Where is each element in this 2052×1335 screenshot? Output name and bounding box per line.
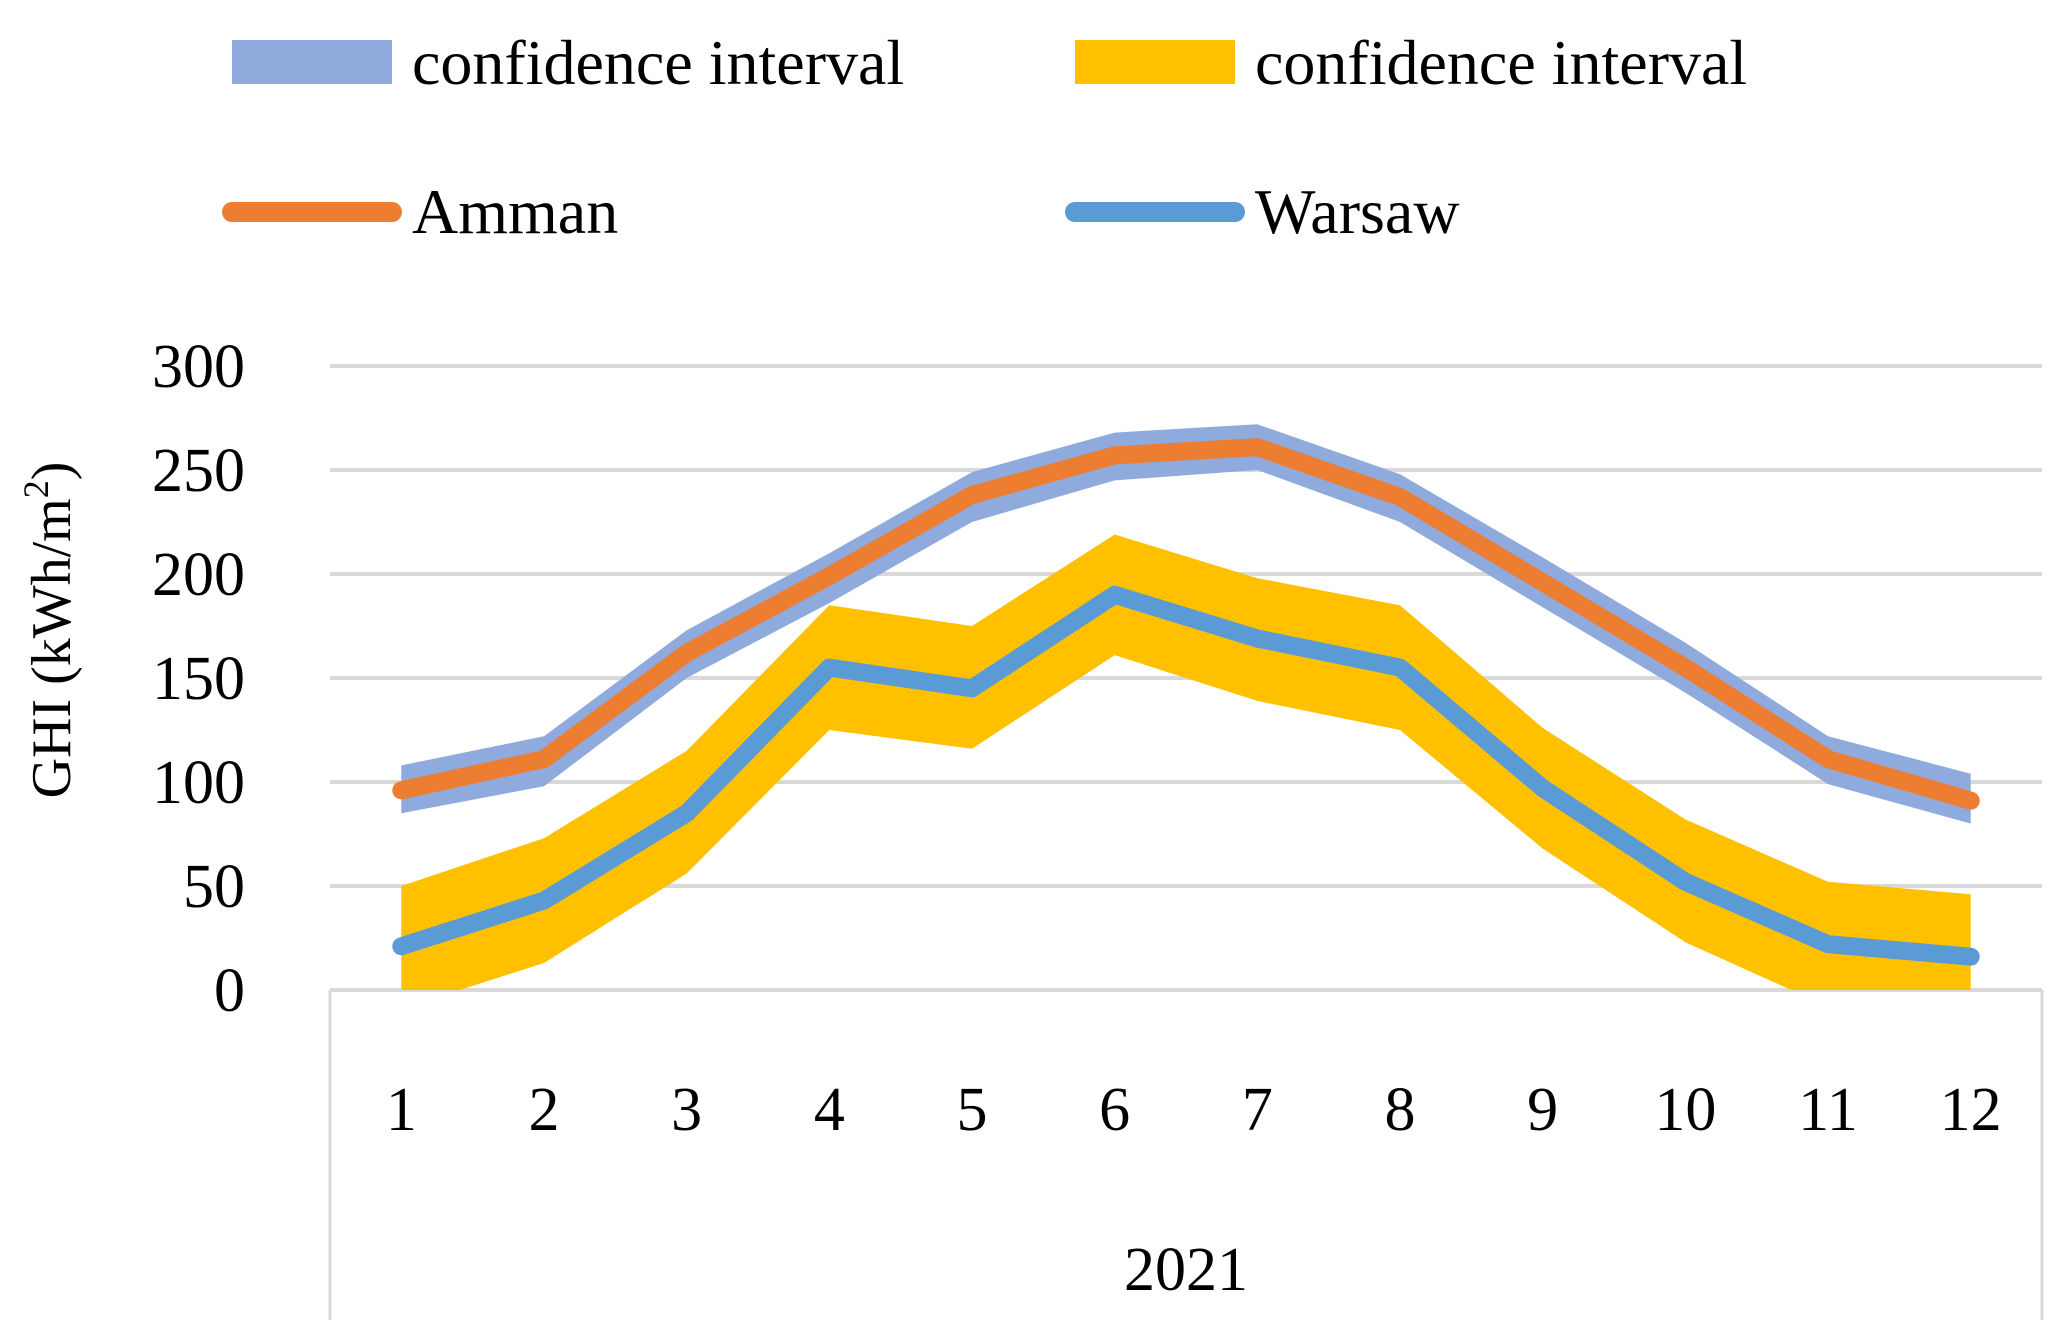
y-tick-label: 200 [152,541,245,609]
x-group-label: 2021 [1124,1236,1248,1304]
data-point-amman [685,652,688,655]
series-line-warsaw [392,585,1980,966]
x-tick-labels: 1 2 3 4 5 6 7 8 9 10 11 12 [386,1076,2002,1144]
y-tick-label: 250 [152,437,245,505]
y-tick-label: 0 [214,957,245,1025]
series-lines [392,438,1980,966]
legend-label-amman: Amman [412,176,618,247]
legend-label-band-warsaw: confidence interval [1255,27,1747,98]
x-tick-label: 5 [957,1076,988,1144]
data-point-amman [1399,496,1401,499]
data-point-warsaw [1827,943,1829,946]
data-point-amman [1113,454,1116,457]
y-axis-title-main: GHI (kWh/m [21,498,83,798]
legend-swatch-band-warsaw [1075,40,1235,84]
x-tick-label: 2 [529,1076,560,1144]
y-tick-label: 300 [152,333,245,401]
data-point-warsaw [1256,637,1259,640]
x-tick-label: 8 [1385,1076,1416,1144]
data-point-warsaw [1113,593,1116,596]
data-point-amman [543,758,545,761]
data-point-warsaw [1969,955,1972,958]
y-axis-title-close: ) [21,462,83,481]
data-point-amman [1969,799,1972,802]
data-point-warsaw [1684,880,1687,883]
legend-label-warsaw: Warsaw [1255,176,1460,247]
data-point-amman [971,493,973,496]
y-tick-label: 150 [152,645,245,713]
y-tick-label: 100 [152,749,245,817]
data-point-amman [400,789,403,792]
data-point-warsaw [685,812,688,815]
y-axis-title: GHI (kWh/m2) [16,462,83,799]
data-point-amman [1541,581,1544,584]
legend: confidence interval confidence interval … [222,27,1747,247]
confidence-band-warsaw [401,534,1971,990]
x-tick-label: 12 [1940,1076,2002,1144]
x-tick-label: 4 [814,1076,845,1144]
data-point-amman [1684,666,1687,669]
legend-label-band-amman: confidence interval [412,27,904,98]
series-line-amman [392,438,1980,810]
confidence-band-amman [401,424,1971,824]
x-tick-label: 6 [1099,1076,1130,1144]
x-tick-label: 9 [1527,1076,1558,1144]
category-axis: 1 2 3 4 5 6 7 8 9 10 11 12 2021 [328,990,2044,1320]
data-point-warsaw [543,899,545,902]
x-tick-label: 10 [1654,1076,1716,1144]
x-tick-label: 3 [671,1076,702,1144]
data-point-amman [828,575,831,578]
x-tick-label: 11 [1798,1076,1858,1144]
data-point-amman [1256,446,1259,449]
data-point-warsaw [971,687,973,690]
data-point-amman [1827,758,1829,761]
y-tick-labels: 0 50 100 150 200 250 300 [152,333,245,1025]
legend-swatch-band-amman [232,40,392,84]
data-point-warsaw [1399,666,1401,669]
y-tick-label: 50 [183,853,245,921]
data-point-warsaw [1541,787,1544,790]
y-axis-title-sup: 2 [16,480,56,498]
confidence-bands [401,424,1971,990]
x-tick-label: 7 [1242,1076,1273,1144]
data-point-warsaw [400,945,403,948]
x-tick-label: 1 [386,1076,417,1144]
data-point-warsaw [828,666,831,669]
